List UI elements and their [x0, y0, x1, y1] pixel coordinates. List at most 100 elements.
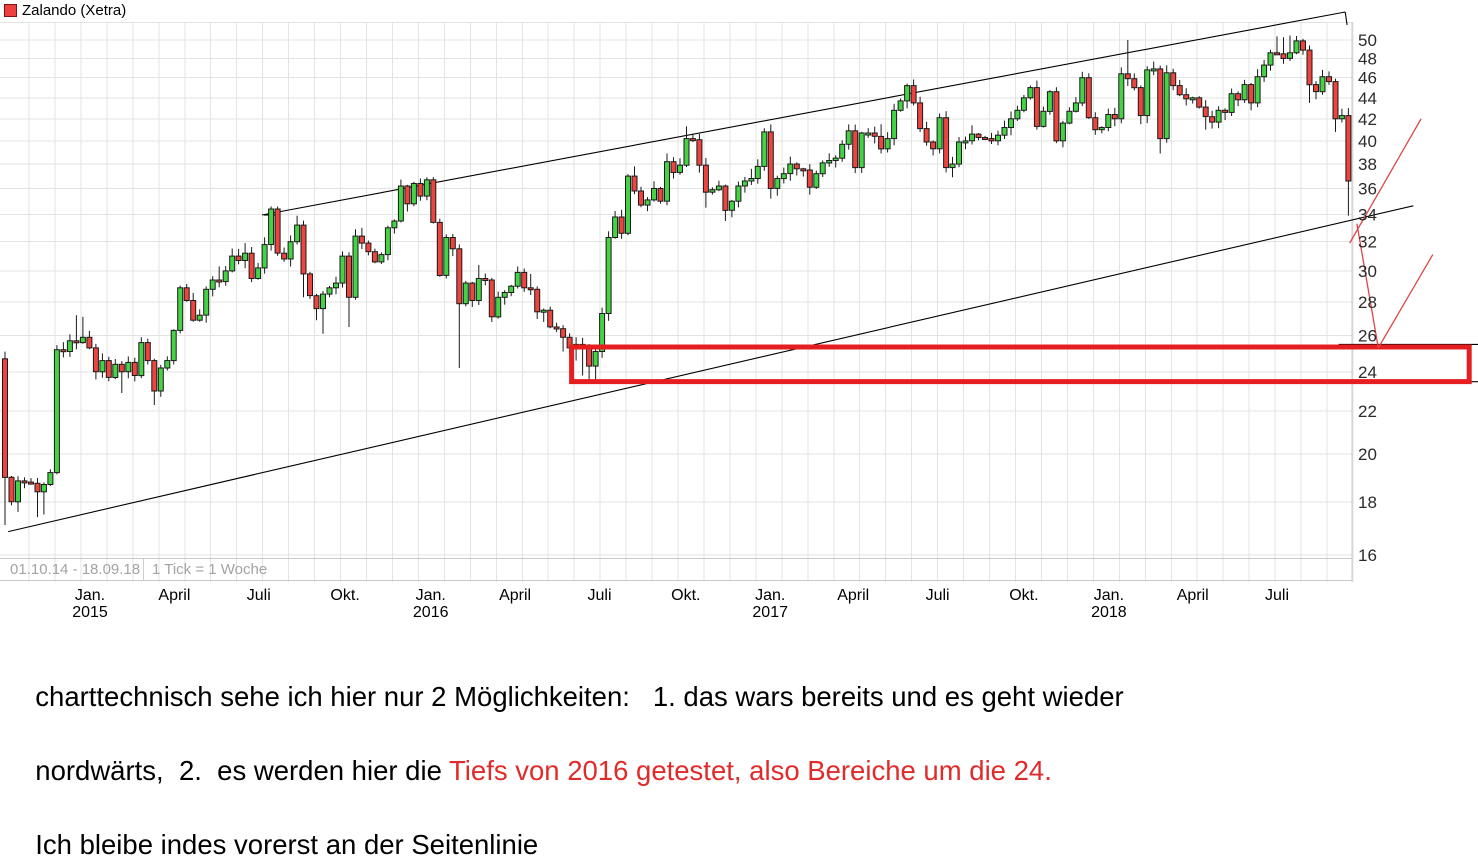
candle-body — [73, 340, 80, 344]
candle-body — [196, 314, 203, 321]
candle-body — [203, 288, 210, 316]
candle-body — [949, 163, 956, 169]
x-axis-label: Jan. — [755, 587, 785, 604]
candle-body — [235, 255, 242, 262]
y-axis-label: 28 — [1358, 293, 1377, 312]
candle-body — [86, 336, 93, 349]
candle-body — [320, 293, 326, 310]
candle-body — [144, 342, 151, 362]
candle-body — [391, 220, 398, 229]
candle-body — [728, 200, 735, 211]
candle-body — [1183, 94, 1190, 100]
candle-body — [845, 130, 852, 145]
candle-body — [1157, 68, 1164, 140]
candle-body — [696, 139, 703, 166]
candle-body — [268, 208, 275, 245]
y-axis-label: 38 — [1358, 155, 1377, 174]
candle-body — [1111, 114, 1118, 120]
candle-body — [1008, 118, 1014, 129]
candle-body — [1020, 97, 1027, 111]
y-axis-label: 36 — [1358, 180, 1377, 199]
candle-body — [1144, 69, 1151, 117]
candle-body — [917, 102, 924, 130]
candle-body — [689, 138, 696, 142]
y-axis-label: 26 — [1358, 327, 1377, 346]
candle-body — [229, 255, 236, 272]
candle-body — [352, 235, 359, 298]
x-axis-label: Jan. — [416, 587, 446, 604]
note-line2-black: nordwärts, 2. es werden hier die — [35, 755, 450, 786]
candle-body — [936, 117, 943, 150]
candle-body — [1150, 68, 1157, 72]
candle-body — [625, 175, 631, 234]
candle-body — [482, 278, 489, 281]
candle-body — [612, 216, 619, 238]
candle-body — [761, 131, 768, 167]
candle-body — [456, 248, 463, 305]
candle-body — [1014, 109, 1021, 120]
candle-body — [2, 358, 8, 478]
candle-body — [28, 481, 34, 485]
candle-body — [261, 244, 268, 269]
candle-body — [404, 185, 411, 205]
candle-body — [1332, 81, 1339, 120]
candle-body — [793, 163, 800, 170]
candle-body — [969, 133, 975, 142]
candle-body — [1189, 97, 1196, 101]
x-axis-label: Okt. — [1009, 587, 1038, 604]
candle-body — [294, 224, 301, 243]
x-axis-year-label: 2015 — [72, 604, 108, 621]
candle-body — [443, 237, 450, 276]
candle-body — [1300, 40, 1306, 51]
candle-body — [657, 188, 664, 202]
candle-body — [21, 480, 28, 484]
candle-body — [118, 363, 125, 373]
candle-body — [897, 100, 904, 111]
x-axis-label: April — [158, 587, 190, 604]
candle-body — [495, 296, 502, 318]
candle-body — [1261, 64, 1268, 78]
candle-body — [287, 241, 294, 260]
candle-body — [248, 252, 255, 279]
candle-body — [631, 175, 638, 192]
x-axis-label: Jan. — [75, 587, 105, 604]
candle-body — [943, 117, 950, 169]
candle-body — [670, 161, 677, 173]
candle-body — [664, 161, 670, 202]
note-line2-red: Tiefs von 2016 getestet, also Bereiche u… — [449, 755, 1052, 786]
y-axis-label: 46 — [1358, 69, 1377, 88]
candle-body — [1345, 115, 1352, 182]
candle-body — [397, 185, 404, 222]
candle-body — [813, 173, 820, 188]
candle-body — [1131, 78, 1138, 89]
candle-body — [1287, 52, 1293, 59]
candle-body — [34, 482, 41, 493]
candle-body — [436, 221, 443, 276]
candle-body — [1046, 91, 1053, 112]
candle-body — [599, 313, 606, 352]
candle-body — [60, 349, 67, 353]
candle-body — [1248, 84, 1255, 104]
candle-body — [326, 287, 333, 295]
candle-body — [183, 287, 190, 301]
candle-body — [878, 135, 885, 150]
candle-body — [806, 169, 813, 188]
chart-legend: Zalando (Xetra) — [4, 2, 126, 19]
candle-body — [1326, 76, 1332, 83]
candle-body — [164, 360, 171, 369]
scenario-2-down-line — [1356, 223, 1379, 349]
y-axis-label: 34 — [1358, 205, 1377, 224]
candle-body — [540, 309, 547, 313]
candle-body — [138, 342, 145, 377]
candle-body — [1059, 122, 1066, 142]
candle-body — [560, 328, 567, 338]
candle-body — [1254, 76, 1261, 104]
candle-body — [534, 288, 541, 313]
candle-body — [462, 282, 469, 305]
candle-body — [1124, 73, 1131, 80]
candle-body — [242, 252, 249, 261]
candle-body — [618, 216, 625, 234]
candle-body — [592, 351, 599, 367]
candle-body — [15, 480, 21, 503]
candle-body — [1118, 73, 1125, 120]
